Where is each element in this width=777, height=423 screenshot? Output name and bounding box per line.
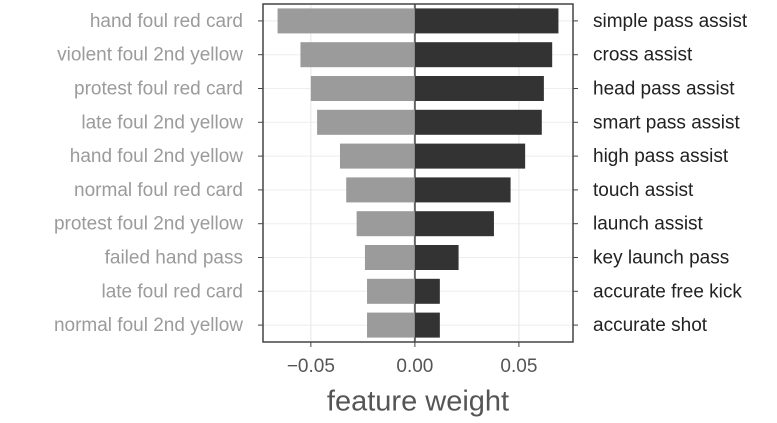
right-category-label: accurate shot bbox=[593, 315, 708, 336]
bar bbox=[317, 109, 415, 135]
bar bbox=[310, 76, 415, 101]
bar bbox=[277, 8, 415, 34]
bar bbox=[414, 211, 494, 237]
right-category-label: cross assist bbox=[593, 45, 693, 66]
bar bbox=[339, 143, 415, 169]
left-category-label: normal foul 2nd yellow bbox=[54, 315, 243, 336]
bar bbox=[414, 109, 542, 135]
bar bbox=[364, 245, 415, 270]
left-category-label: late foul red card bbox=[101, 281, 243, 302]
bar bbox=[414, 312, 440, 338]
bar bbox=[414, 278, 440, 304]
bar bbox=[414, 245, 459, 270]
bar bbox=[414, 143, 526, 169]
right-category-label: simple pass assist bbox=[593, 11, 748, 32]
bar bbox=[414, 177, 511, 203]
bar bbox=[414, 8, 559, 34]
x-tick-label: 0.05 bbox=[500, 356, 537, 377]
bar bbox=[346, 177, 415, 203]
bar bbox=[414, 42, 553, 68]
right-category-label: head pass assist bbox=[593, 79, 735, 100]
left-category-label: failed hand pass bbox=[105, 248, 243, 269]
bar bbox=[367, 312, 415, 338]
left-category-label: protest foul red card bbox=[74, 79, 243, 100]
bar bbox=[414, 76, 544, 101]
bar bbox=[367, 278, 415, 304]
left-category-label: protest foul 2nd yellow bbox=[54, 214, 243, 235]
left-category-label: late foul 2nd yellow bbox=[81, 112, 243, 133]
right-category-label: launch assist bbox=[593, 214, 704, 235]
x-tick-label: −0.05 bbox=[287, 356, 335, 377]
left-category-label: violent foul 2nd yellow bbox=[57, 45, 243, 66]
left-category-label: normal foul red card bbox=[74, 180, 243, 201]
right-category-label: key launch pass bbox=[593, 248, 729, 269]
plot-frame bbox=[262, 3, 574, 343]
bar bbox=[300, 42, 415, 68]
bar bbox=[356, 211, 415, 237]
left-category-label: hand foul red card bbox=[90, 11, 243, 32]
right-category-label: high pass assist bbox=[593, 146, 729, 167]
right-category-label: smart pass assist bbox=[593, 112, 740, 133]
right-category-label: touch assist bbox=[593, 180, 694, 201]
x-axis-title: feature weight bbox=[327, 386, 509, 418]
right-category-label: accurate free kick bbox=[593, 281, 742, 302]
x-tick-label: 0.00 bbox=[396, 356, 433, 377]
left-category-label: hand foul 2nd yellow bbox=[70, 146, 244, 167]
